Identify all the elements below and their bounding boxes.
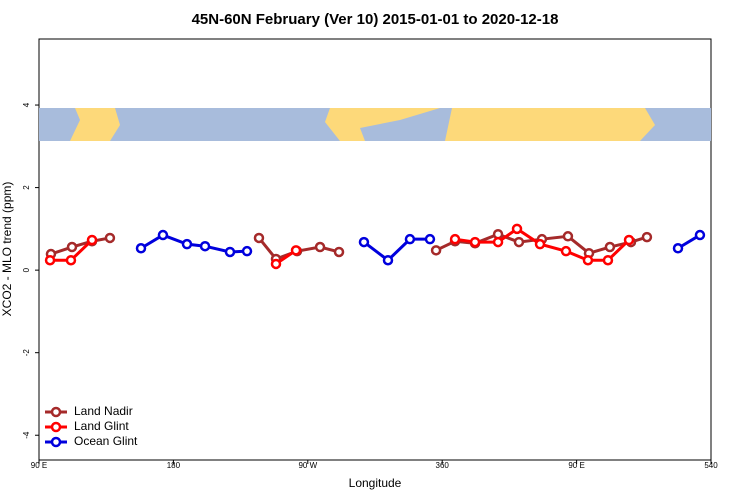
legend-label: Land Nadir bbox=[74, 404, 133, 418]
map-ocean bbox=[640, 108, 711, 141]
point bbox=[694, 229, 706, 241]
point bbox=[241, 245, 253, 257]
y-tick-label: 4 bbox=[22, 102, 31, 107]
x-tick-label: 180 bbox=[167, 461, 181, 470]
point bbox=[224, 246, 236, 258]
x-tick-label: 90 E bbox=[568, 461, 584, 470]
x-tick-label: 90 E bbox=[31, 461, 47, 470]
point bbox=[534, 238, 546, 250]
point bbox=[44, 254, 56, 266]
y-tick-label: 2 bbox=[22, 185, 31, 190]
point bbox=[469, 236, 481, 248]
point bbox=[290, 245, 302, 256]
point bbox=[358, 236, 370, 248]
map-band bbox=[39, 108, 711, 141]
chart-title: 45N-60N February (Ver 10) 2015-01-01 to … bbox=[192, 11, 559, 28]
x-tick-label: 540 bbox=[704, 461, 718, 470]
legend-marker bbox=[50, 436, 62, 448]
map-ocean bbox=[39, 108, 80, 141]
point bbox=[314, 241, 326, 253]
point bbox=[333, 246, 345, 258]
point bbox=[641, 231, 653, 243]
point bbox=[157, 229, 169, 241]
map-ocean bbox=[110, 108, 340, 141]
point bbox=[582, 254, 594, 266]
point bbox=[270, 258, 282, 270]
point bbox=[66, 241, 78, 253]
point bbox=[424, 233, 436, 245]
point bbox=[672, 243, 684, 254]
point bbox=[513, 236, 525, 248]
point bbox=[604, 241, 616, 253]
point bbox=[135, 243, 147, 254]
map-ocean bbox=[360, 108, 452, 141]
point bbox=[511, 223, 523, 235]
point bbox=[560, 245, 572, 257]
legend-marker bbox=[50, 406, 62, 418]
point bbox=[104, 232, 116, 244]
point bbox=[602, 254, 614, 266]
point bbox=[562, 231, 574, 242]
x-tick-label: 360 bbox=[436, 461, 450, 470]
point bbox=[253, 232, 265, 244]
point bbox=[404, 233, 416, 245]
legend-label: Ocean Glint bbox=[74, 434, 138, 448]
point bbox=[449, 233, 461, 245]
point bbox=[65, 254, 77, 266]
legend-label: Land Glint bbox=[74, 419, 129, 433]
point bbox=[623, 234, 635, 246]
point bbox=[199, 240, 211, 252]
point bbox=[86, 234, 98, 246]
y-axis-label: XCO2 - MLO trend (ppm) bbox=[0, 182, 14, 317]
point bbox=[492, 236, 504, 248]
y-tick-label: -2 bbox=[22, 349, 31, 357]
x-axis-label: Longitude bbox=[349, 476, 402, 490]
y-tick-label: -4 bbox=[22, 431, 31, 439]
y-tick-label: 0 bbox=[22, 267, 31, 272]
point bbox=[181, 238, 193, 250]
x-tick-label: 90 W bbox=[298, 461, 317, 470]
legend-marker bbox=[50, 421, 62, 433]
point bbox=[382, 254, 394, 266]
point bbox=[430, 245, 442, 256]
